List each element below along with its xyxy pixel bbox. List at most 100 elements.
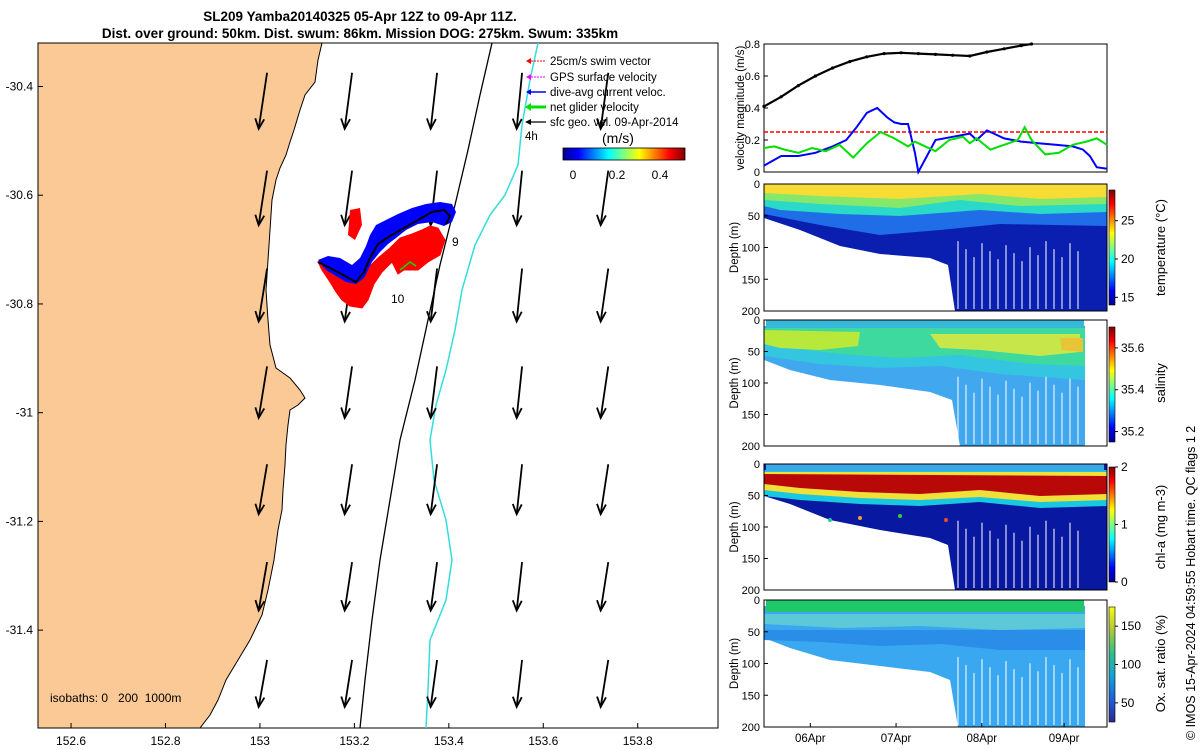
temperature-heatmap [764,184,1107,311]
velocity-point [779,95,783,99]
map-ytick-4: -31.2 [6,514,34,528]
velocity-point [1002,47,1006,51]
velocity-series-2 [763,106,1108,176]
swim-vector-cloud-red-upper [348,208,362,240]
colorbar-units: (m/s) [602,130,634,146]
velocity-point [968,54,972,58]
current-arrow [511,464,523,517]
current-arrow [254,464,268,517]
current-arrow [254,268,268,324]
velocity-series [762,42,1108,176]
map-xtick-6: 153.8 [623,734,653,748]
temperature-cbar-tick-1: 20 [1121,252,1135,266]
velocity-ytick-3: 0.6 [745,71,760,83]
salinity-ylabel: Depth (m) [729,357,741,408]
oxygen-ylabel: Depth (m) [729,638,741,689]
current-arrow [596,72,610,132]
temperature-profile-stripes [957,241,1079,309]
svg-text:GPS surface velocity: GPS surface velocity [550,72,657,84]
map-xtick-4: 153.4 [434,734,464,748]
velocity-point [865,55,869,59]
current-arrow [340,366,353,421]
chlorophyll-ytick-3: 150 [742,554,760,566]
velocity-point [933,52,938,57]
svg-text:net glider velocity: net glider velocity [550,102,639,114]
velocity-point [951,53,955,57]
svg-text:dive-avg current veloc.: dive-avg current veloc. [550,87,666,99]
current-arrow [596,659,610,710]
current-arrow [340,561,353,613]
velocity-panel: 0 0.2 0.4 0.6 0.8 velocity magnitude (m/s) [735,39,1108,179]
track-label-10: 10 [391,292,405,306]
temperature-ytick-4: 200 [742,306,760,318]
oxygen-heatmap [764,600,1107,727]
salinity-heatmap [764,320,1107,446]
chlorophyll-profile-stripes [957,520,1079,588]
oxygen-ytick-2: 100 [742,659,760,671]
map-ytick-5: -31.4 [6,623,34,637]
current-arrow [426,561,438,613]
temperature-cbar-tick-2: 25 [1121,214,1135,228]
current-arrow [340,170,353,228]
current-arrow [511,561,523,613]
track-label-9: 9 [452,235,459,249]
credit-line: © IMOS 15-Apr-2024 04:59:55 Hobart time.… [1184,425,1198,740]
map-axis-ticks: 152.6 152.8 153 153.2 153.4 153.6 153.8 -30.4 -3… [6,79,653,748]
velocity-point [831,66,835,70]
current-arrow [511,659,523,710]
legend-note-4h: 4h [525,131,538,143]
current-arrow [254,170,268,228]
velocity-point [916,52,920,56]
salinity-colorbar-label: salinity [1153,363,1168,403]
temperature-colorbar [1108,189,1116,306]
oxygen-panel [763,599,1108,728]
current-arrow [340,464,353,517]
date-tick-1: 07Apr [881,733,912,745]
velocity-point [796,84,800,88]
velocity-ylabel: velocity magnitude (m/s) [735,46,747,171]
current-vector-grid [254,72,610,710]
salinity-ytick-4: 200 [742,441,760,453]
temperature-ylabel: Depth (m) [729,222,741,273]
current-arrow [340,659,353,710]
velocity-point [762,104,766,108]
date-tick-3: 09Apr [1049,733,1080,745]
map-panel: 9 10 25cm/s swim vector GPS surface velo… [6,42,719,748]
map-title-line-2: Dist. over ground: 50km. Dist. swum: 86k… [101,26,619,41]
velocity-axis-ticks: 0 0.2 0.4 0.6 0.8 [745,39,768,179]
current-arrow [340,72,353,132]
oxygen-ytick-3: 150 [742,690,760,702]
current-arrow [511,366,523,421]
velocity-point [985,50,989,54]
dive-avg-cloud-blue [318,202,456,284]
legend-item-gps-velocity: GPS surface velocity [526,72,657,84]
current-arrow [511,268,523,324]
glider-track [317,202,456,309]
map-xtick-5: 153.6 [528,734,558,748]
chlorophyll-cbar-tick-2: 2 [1121,460,1128,474]
map-ytick-2: -30.8 [6,297,34,311]
profile-colorbars [1108,189,1116,723]
chlorophyll-cbar-tick-0: 0 [1121,575,1128,589]
chlorophyll-ylabel: Depth (m) [729,501,741,552]
salinity-ytick-3: 150 [742,410,760,422]
chlorophyll-ytick-2: 100 [742,522,760,534]
salinity-cbar-tick-1: 35.4 [1121,383,1145,397]
chlorophyll-heatmap [764,464,1107,590]
current-arrow [596,268,610,324]
oxygen-colorbar-label: Ox. sat. ratio (%) [1153,615,1168,713]
current-arrow [254,561,268,613]
velocity-ytick-1: 0.2 [745,135,760,147]
temperature-ytick-3: 150 [742,274,760,286]
map-xtick-3: 153.2 [339,734,369,748]
speed-colorbar: (m/s) 0 0.2 0.4 [562,130,686,182]
salinity-panel [763,319,1108,447]
date-tick-0: 06Apr [795,733,826,745]
salinity-ytick-0: 0 [754,315,760,327]
oxygen-cbar-tick-1: 100 [1121,658,1141,672]
current-arrow [254,366,268,421]
velocity-point [813,74,818,78]
salinity-cbar-tick-0: 35.2 [1121,425,1145,439]
legend-item-net-glider: net glider velocity [525,102,639,114]
velocity-point [1029,42,1034,46]
